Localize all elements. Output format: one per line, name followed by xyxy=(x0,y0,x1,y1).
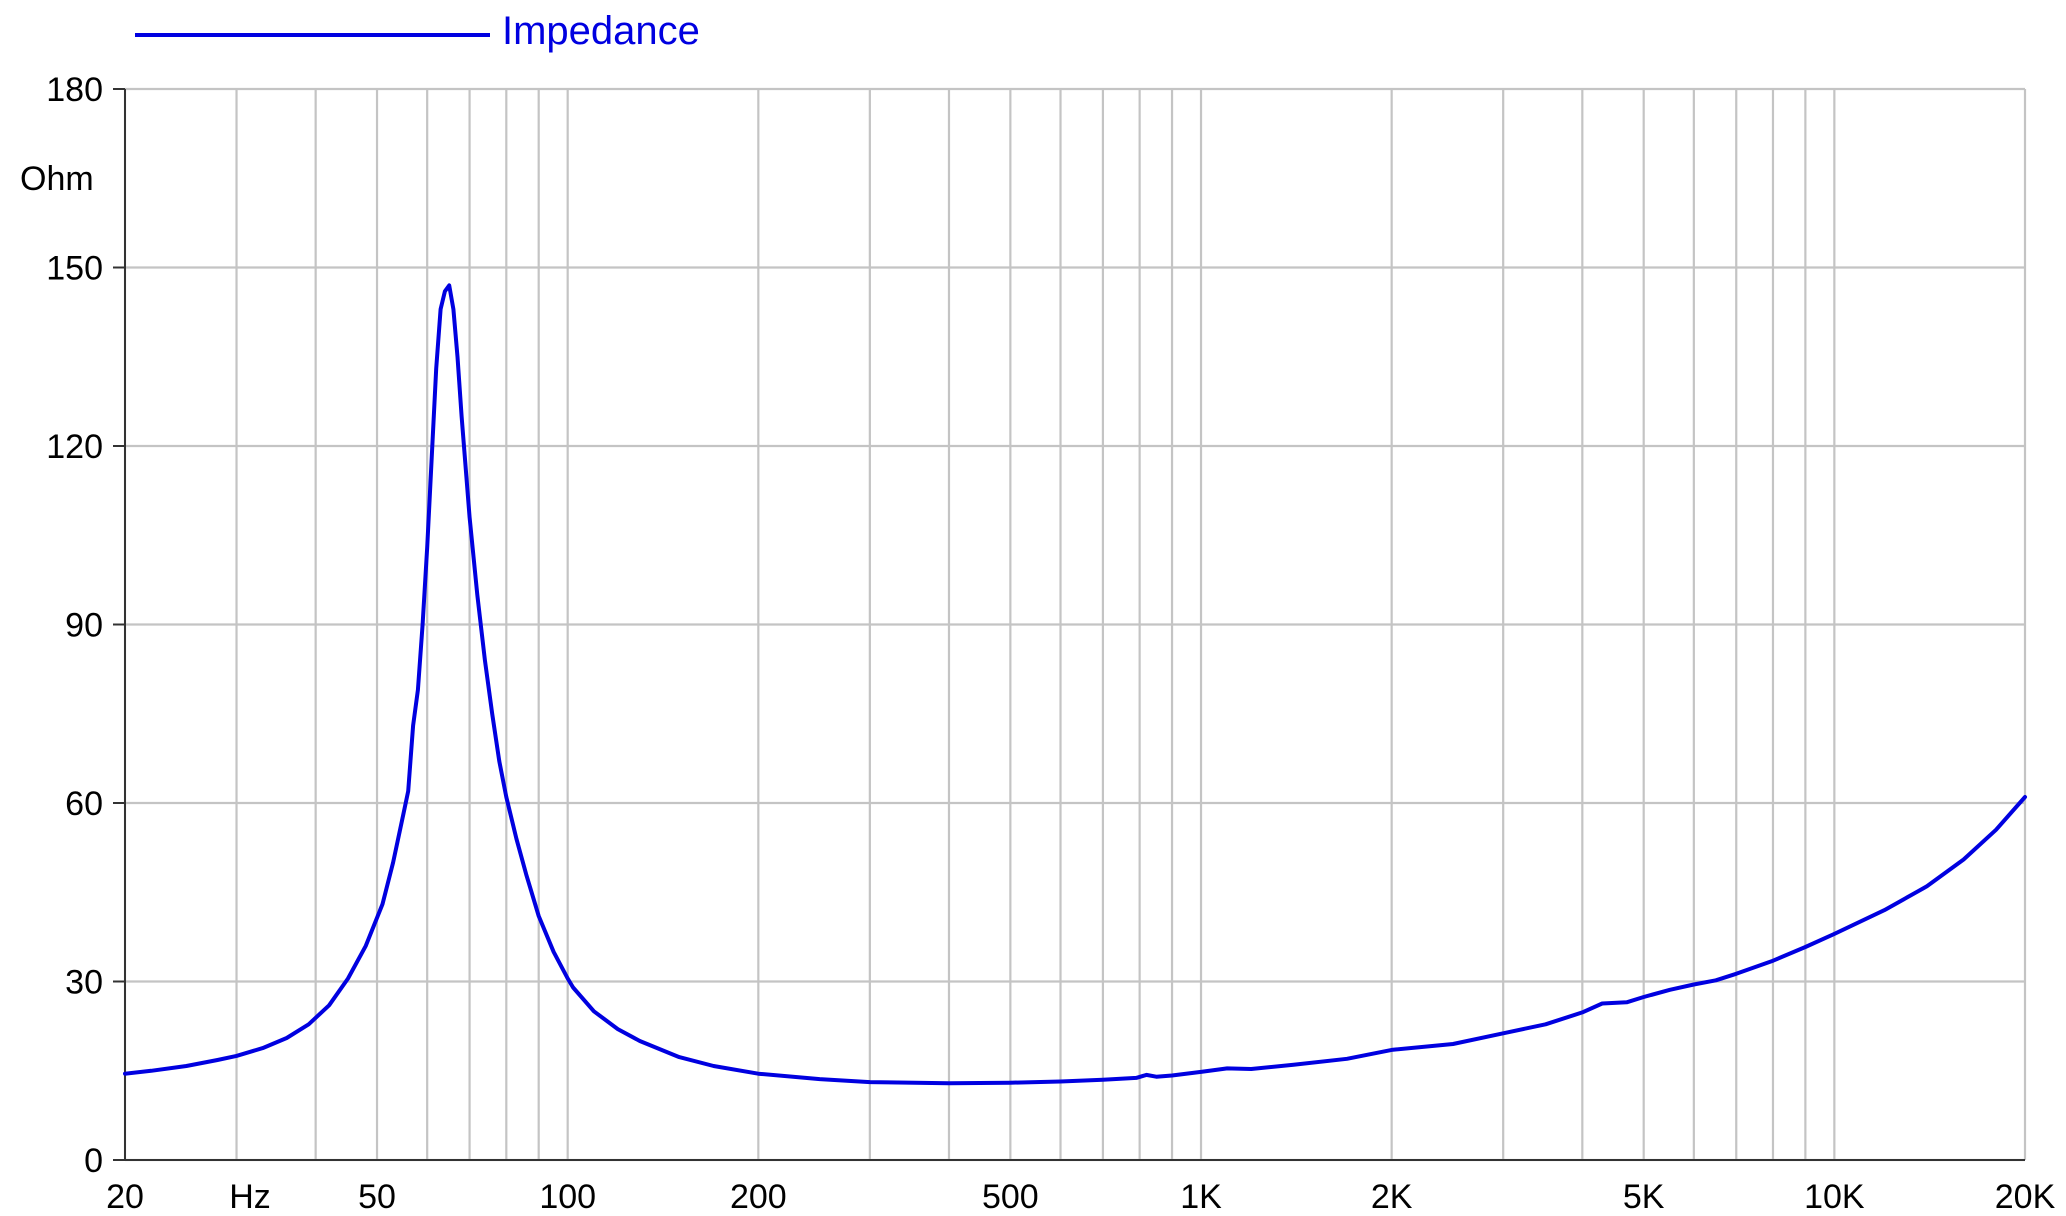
y-tick-label: 180 xyxy=(46,71,103,109)
x-tick-label: 1K xyxy=(1180,1178,1222,1216)
x-tick-label: 2K xyxy=(1371,1178,1413,1216)
x-tick-label: 5K xyxy=(1623,1178,1665,1216)
x-tick-label: 20K xyxy=(1995,1178,2056,1216)
series-group xyxy=(123,283,2027,1086)
x-tick-label: 20 xyxy=(106,1178,144,1216)
legend-label-impedance: Impedance xyxy=(502,9,700,53)
x-tick-label: 10K xyxy=(1804,1178,1865,1216)
x-tick-label: 500 xyxy=(982,1178,1039,1216)
axes xyxy=(113,88,2025,1161)
y-tick-label: 90 xyxy=(65,607,103,645)
y-tick-label: 120 xyxy=(46,428,103,466)
series-line-impedance xyxy=(123,283,2027,1086)
x-axis-label: Hz xyxy=(229,1178,271,1216)
y-axis-label: Ohm xyxy=(20,160,94,198)
legend: Impedance xyxy=(135,9,700,53)
y-tick-label: 150 xyxy=(46,250,103,288)
x-tick-label: 200 xyxy=(730,1178,787,1216)
y-tick-label: 0 xyxy=(84,1142,103,1180)
y-axis-ticks: 0 30 60 90 120 150 180 xyxy=(46,71,103,1180)
y-tick-label: 60 xyxy=(65,785,103,823)
y-tick-label: 30 xyxy=(65,964,103,1002)
x-axis-ticks: 20 50 100 200 500 1K 2K 5K 10K 20K xyxy=(106,1178,2055,1216)
grid xyxy=(123,87,2027,1162)
x-tick-label: 50 xyxy=(358,1178,396,1216)
x-tick-label: 100 xyxy=(539,1178,596,1216)
